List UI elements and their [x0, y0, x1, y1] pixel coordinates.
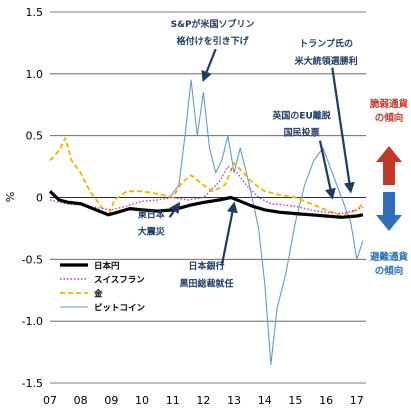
- risk-on-label: 脆弱通貨: [369, 98, 409, 110]
- annotation-text: 黒田総裁就任: [179, 278, 233, 290]
- y-tick-label: 1.5: [26, 6, 44, 19]
- x-tick-label: 11: [166, 394, 180, 407]
- y-tick-label: -1.0: [22, 315, 43, 328]
- x-tick-label: 15: [288, 394, 302, 407]
- y-tick-label: 1.0: [26, 68, 44, 81]
- annotation-text: S&Pが米国ソブリン: [171, 18, 255, 30]
- series-line: [169, 79, 364, 365]
- y-axis-label: %: [4, 192, 17, 202]
- annotation-arrow: [201, 48, 217, 83]
- annotation-text: 日本銀行: [188, 260, 224, 272]
- x-tick-label: 08: [74, 394, 88, 407]
- legend-label: 日本円: [94, 261, 120, 272]
- annotation-text: 格付けを引き下げ: [177, 35, 250, 47]
- annotation-text: トランプ氏の: [299, 38, 353, 50]
- y-tick-label: 0.5: [26, 130, 44, 143]
- y-tick-label: -0.5: [22, 253, 43, 266]
- series-line: [48, 190, 364, 219]
- annotation-text: 国民投票: [284, 127, 320, 139]
- x-tick-label: 17: [350, 394, 364, 407]
- risk-on-label-2: の傾向: [375, 112, 404, 124]
- safe-label: 避難通貨: [370, 251, 409, 263]
- annotation-text: 英国のEU離脱: [271, 109, 330, 121]
- up-arrow-icon: [376, 146, 402, 185]
- x-tick-label: 13: [227, 394, 241, 407]
- annotation-arrow: [318, 140, 336, 200]
- series-line: [49, 137, 364, 217]
- y-tick-label: 0: [36, 192, 43, 205]
- annotation-text: 米大統領選勝利: [294, 55, 358, 67]
- x-tick-labels: 07 08 09 10 11 12 13 14 15 16 17: [43, 394, 364, 407]
- legend-label: ビットコイン: [94, 303, 146, 314]
- annotation-text: 大震災: [138, 226, 166, 238]
- legend-label: 金: [93, 289, 103, 300]
- y-tick-labels: 1.5 1.0 0.5 0 -0.5 -1.0 -1.5: [22, 6, 43, 390]
- x-tick-label: 07: [43, 394, 57, 407]
- series-line: [49, 165, 364, 215]
- annotation-text: 東日本: [138, 208, 166, 220]
- annotation-arrow: [331, 67, 355, 194]
- annotation-arrow: [220, 201, 238, 266]
- x-tick-label: 12: [196, 394, 210, 407]
- down-arrow-icon: [376, 192, 402, 231]
- safe-label-2: の傾向: [375, 265, 404, 277]
- x-tick-label: 14: [258, 394, 272, 407]
- annotation-arrow: [168, 201, 181, 218]
- y-tick-label: -1.5: [22, 377, 43, 390]
- legend-label: スイスフラン: [94, 276, 145, 286]
- x-tick-label: 16: [319, 394, 333, 407]
- x-tick-label: 09: [104, 394, 118, 407]
- series-layer: [48, 79, 364, 365]
- x-tick-label: 10: [135, 394, 149, 407]
